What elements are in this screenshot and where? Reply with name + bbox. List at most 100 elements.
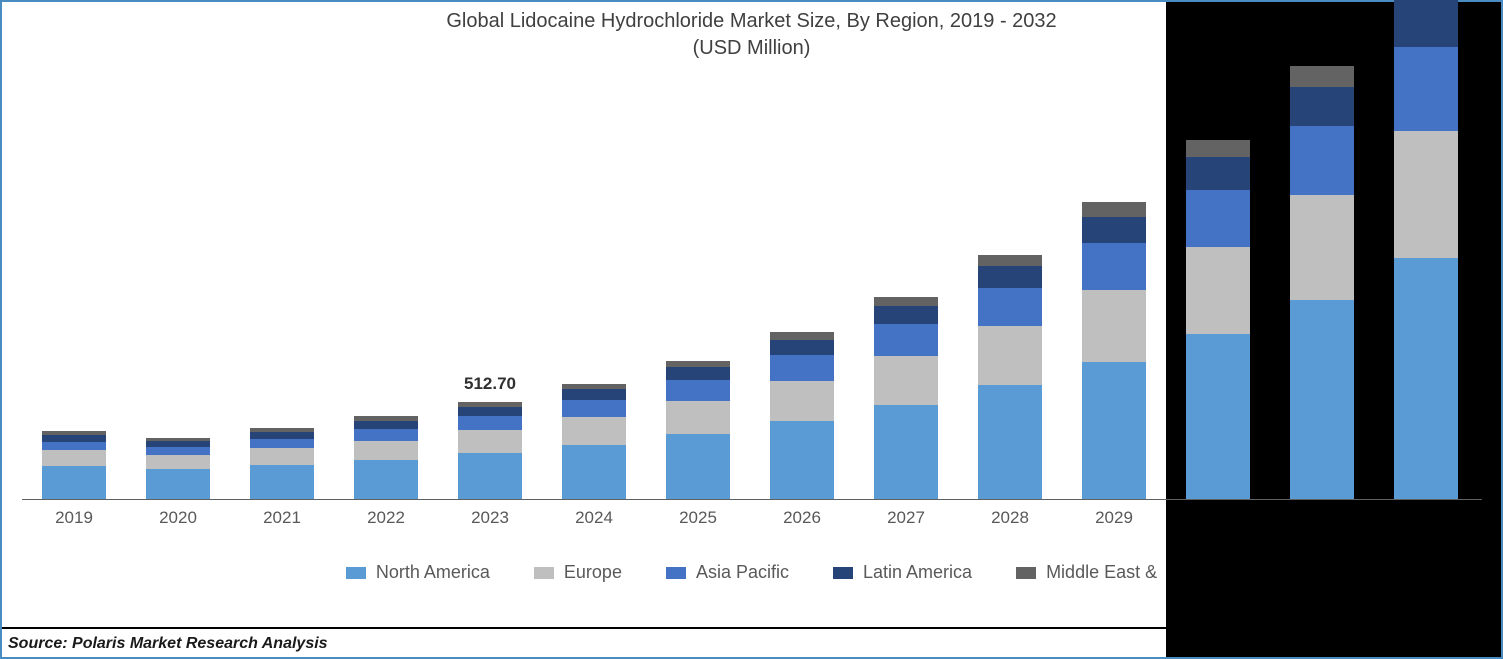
segment-middle-east-africa xyxy=(978,255,1042,266)
legend-item-latin-america: Latin America xyxy=(833,562,972,583)
segment-latin-america xyxy=(458,407,522,416)
legend-swatch xyxy=(346,567,366,579)
segment-asia-pacific xyxy=(666,380,730,401)
segment-europe xyxy=(562,417,626,445)
bar-stack xyxy=(1186,140,1250,500)
segment-latin-america xyxy=(562,389,626,400)
segment-latin-america xyxy=(1186,157,1250,189)
x-label-2025: 2025 xyxy=(679,508,717,528)
segment-north-america xyxy=(1290,300,1354,500)
legend-item-north-america: North America xyxy=(346,562,490,583)
segment-europe xyxy=(354,441,418,460)
bar-2028 xyxy=(978,80,1042,500)
segment-latin-america xyxy=(1082,217,1146,244)
segment-latin-america xyxy=(1290,87,1354,126)
segment-middle-east-africa xyxy=(874,297,938,307)
x-label-2019: 2019 xyxy=(55,508,93,528)
legend: North AmericaEuropeAsia PacificLatin Ame… xyxy=(2,562,1501,584)
segment-asia-pacific xyxy=(42,442,106,451)
bar-stack xyxy=(874,297,938,500)
bar-2021 xyxy=(250,80,314,500)
bar-stack xyxy=(1290,66,1354,500)
segment-europe xyxy=(458,430,522,453)
bar-2022 xyxy=(354,80,418,500)
segment-north-america xyxy=(874,405,938,500)
bar-2026 xyxy=(770,80,834,500)
segment-north-america xyxy=(1082,362,1146,500)
segment-north-america xyxy=(354,460,418,500)
x-label-2022: 2022 xyxy=(367,508,405,528)
bar-2019 xyxy=(42,80,106,500)
segment-asia-pacific xyxy=(458,416,522,430)
segment-asia-pacific xyxy=(978,288,1042,326)
segment-north-america xyxy=(770,421,834,500)
plot-area: 512.70 xyxy=(22,80,1482,500)
segment-asia-pacific xyxy=(250,439,314,449)
bar-2024 xyxy=(562,80,626,500)
x-axis-baseline xyxy=(22,499,1482,500)
bar-stack xyxy=(354,416,418,500)
segment-asia-pacific xyxy=(562,400,626,417)
segment-europe xyxy=(1290,195,1354,300)
segment-north-america xyxy=(146,469,210,501)
legend-label: Middle East & xyxy=(1046,562,1157,583)
segment-latin-america xyxy=(770,340,834,355)
title-line-2: (USD Million) xyxy=(12,35,1491,62)
bar-2029 xyxy=(1082,80,1146,500)
bar-2020 xyxy=(146,80,210,500)
bar-stack xyxy=(562,384,626,500)
bar-2030 xyxy=(1186,80,1250,500)
segment-asia-pacific xyxy=(354,429,418,440)
segment-middle-east-africa xyxy=(666,361,730,368)
legend-swatch xyxy=(1016,567,1036,579)
x-label-2024: 2024 xyxy=(575,508,613,528)
bar-stack xyxy=(1082,202,1146,500)
legend-swatch xyxy=(833,567,853,579)
segment-north-america xyxy=(1186,334,1250,500)
bar-2032 xyxy=(1394,80,1458,500)
segment-north-america xyxy=(562,445,626,500)
segment-latin-america xyxy=(874,306,938,324)
segment-asia-pacific xyxy=(1186,190,1250,247)
data-label-2023: 512.70 xyxy=(464,374,516,394)
segment-middle-east-africa xyxy=(1290,66,1354,87)
x-label-2020: 2020 xyxy=(159,508,197,528)
chart-title: Global Lidocaine Hydrochloride Market Si… xyxy=(12,8,1491,62)
segment-north-america xyxy=(42,466,106,500)
bar-stack xyxy=(458,402,522,500)
source-citation: Source: Polaris Market Research Analysis xyxy=(8,635,328,653)
bar-stack xyxy=(250,428,314,501)
x-label-2026: 2026 xyxy=(783,508,821,528)
segment-north-america xyxy=(978,385,1042,500)
segment-latin-america xyxy=(1394,0,1458,47)
segment-north-america xyxy=(458,453,522,500)
bar-2027 xyxy=(874,80,938,500)
x-label-2021: 2021 xyxy=(263,508,301,528)
bar-stack xyxy=(770,332,834,500)
segment-latin-america xyxy=(978,266,1042,288)
segment-asia-pacific xyxy=(146,447,210,455)
segment-middle-east-africa xyxy=(770,332,834,340)
segment-europe xyxy=(146,455,210,469)
segment-asia-pacific xyxy=(1394,47,1458,131)
segment-middle-east-africa xyxy=(1082,202,1146,216)
segment-asia-pacific xyxy=(874,324,938,356)
legend-label: Latin America xyxy=(863,562,972,583)
legend-item-middle-east-africa: Middle East & xyxy=(1016,562,1157,583)
legend-label: North America xyxy=(376,562,490,583)
segment-europe xyxy=(770,381,834,421)
segment-asia-pacific xyxy=(770,355,834,381)
legend-swatch xyxy=(534,567,554,579)
segment-north-america xyxy=(250,465,314,500)
segment-latin-america xyxy=(250,432,314,439)
segment-europe xyxy=(874,356,938,405)
bottom-rule xyxy=(2,627,1501,629)
bar-2025 xyxy=(666,80,730,500)
legend-item-asia-pacific: Asia Pacific xyxy=(666,562,789,583)
bars-layer xyxy=(22,80,1482,500)
bar-stack xyxy=(1394,0,1458,500)
x-label-2027: 2027 xyxy=(887,508,925,528)
bar-stack xyxy=(666,361,730,500)
bar-stack xyxy=(42,431,106,500)
x-axis-labels: 2019202020212022202320242025202620272028… xyxy=(22,508,1482,536)
